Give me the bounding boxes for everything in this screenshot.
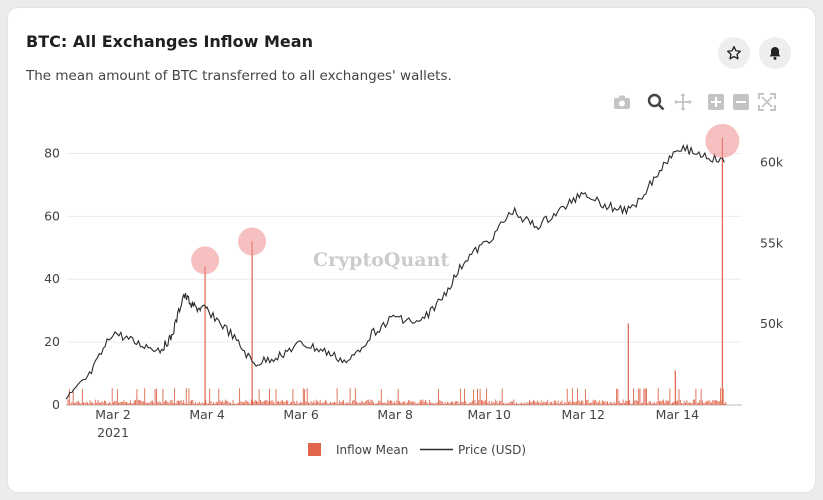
zoom-out-button[interactable] <box>731 92 751 112</box>
x-tick-label: Mar 14 <box>656 407 700 422</box>
zoom-out-icon <box>733 94 749 110</box>
highlight-marker <box>705 123 740 158</box>
price-line <box>65 143 725 400</box>
highlight-marker <box>191 246 220 275</box>
legend-bar-swatch <box>308 443 321 456</box>
highlight-marker <box>238 227 267 256</box>
autoscale-button[interactable] <box>757 92 777 112</box>
autoscale-icon <box>758 93 776 111</box>
bell-icon <box>769 47 781 60</box>
camera-button[interactable] <box>612 92 632 112</box>
inflow-spikes <box>204 137 723 405</box>
chart-subtitle: The mean amount of BTC transferred to al… <box>26 68 452 84</box>
right-tick-label: 60k <box>760 154 784 169</box>
x-tick-label: Mar 4 <box>189 407 225 422</box>
pan-icon <box>674 93 692 111</box>
pan-button[interactable] <box>673 92 693 112</box>
x-axis: Mar 2 Mar 4 Mar 6 Mar 8 Mar 10 Mar 12 Mar 14 20… <box>95 407 699 440</box>
highlight-markers <box>191 123 740 275</box>
gridlines <box>66 152 742 406</box>
chart-title: BTC: All Exchanges Inflow Mean <box>26 32 313 51</box>
legend-price-label: Price (USD) <box>458 443 526 457</box>
chart-card <box>8 8 815 492</box>
star-icon <box>727 46 741 60</box>
right-tick-label: 55k <box>760 235 784 250</box>
zoom-in-icon <box>708 94 724 110</box>
x-tick-label: Mar 6 <box>283 407 319 422</box>
camera-icon <box>614 95 630 109</box>
left-tick-label: 80 <box>44 145 60 160</box>
left-tick-label: 60 <box>44 208 60 223</box>
x-tick-label: Mar 8 <box>377 407 413 422</box>
inflow-bars <box>67 388 727 405</box>
left-axis: 0 20 40 60 80 <box>44 145 60 412</box>
zoom-button[interactable] <box>646 92 666 112</box>
notification-button[interactable] <box>759 37 791 69</box>
left-tick-label: 40 <box>44 271 60 286</box>
watermark: CryptoQuant <box>313 249 449 271</box>
x-tick-label: Mar 10 <box>468 407 512 422</box>
left-tick-label: 0 <box>52 397 60 412</box>
zoom-in-button[interactable] <box>706 92 726 112</box>
left-tick-label: 20 <box>44 334 60 349</box>
favorite-button[interactable] <box>718 37 750 69</box>
zoom-icon <box>647 93 665 111</box>
right-tick-label: 50k <box>760 316 784 331</box>
x-tick-label: Mar 12 <box>562 407 605 422</box>
right-axis: 50k 55k 60k <box>760 154 784 331</box>
x-year-label: 2021 <box>97 425 129 440</box>
x-tick-label: Mar 2 <box>95 407 131 422</box>
legend-inflow-label: Inflow Mean <box>336 443 408 457</box>
